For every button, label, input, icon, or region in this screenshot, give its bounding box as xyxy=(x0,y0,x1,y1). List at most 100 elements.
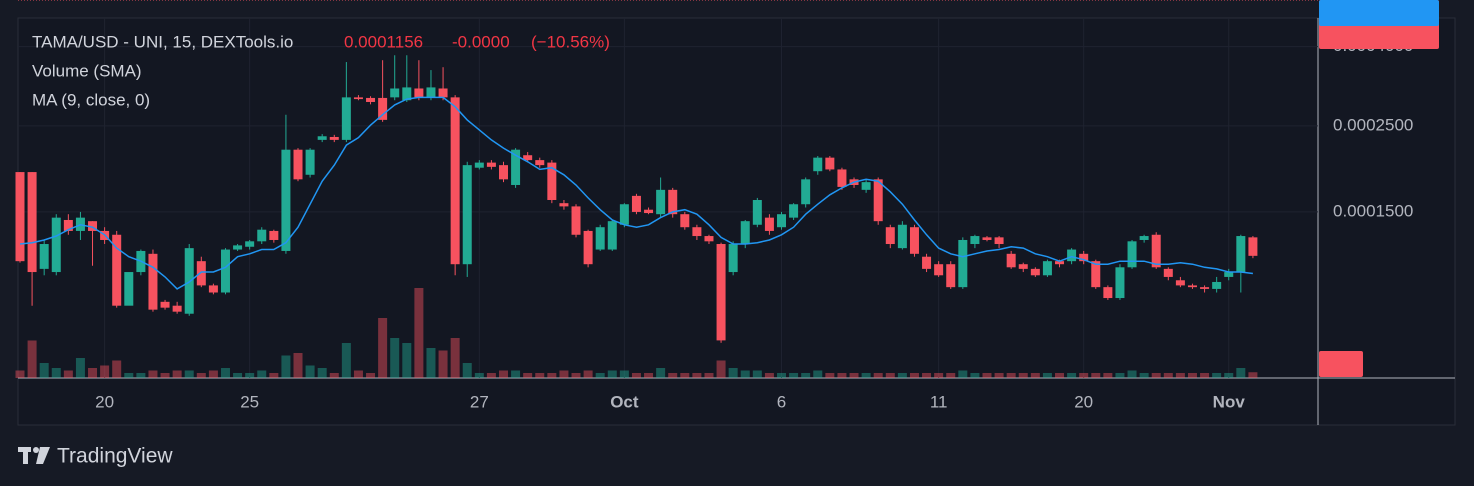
volume-bar xyxy=(220,368,230,378)
volume-bar xyxy=(196,373,206,378)
volume-bar xyxy=(1079,373,1089,378)
candle-body xyxy=(958,239,968,288)
candle-body xyxy=(27,172,37,273)
candle-body xyxy=(486,162,496,167)
candle-body xyxy=(1224,272,1234,277)
volume-bar xyxy=(1067,373,1077,378)
candle-body xyxy=(801,179,811,205)
volume-bar xyxy=(378,318,388,378)
candle-body xyxy=(233,245,243,250)
candle-body xyxy=(184,248,194,314)
labels: 0.00040000.00025000.0001500202527Oct6112… xyxy=(95,0,1439,411)
volume-bar xyxy=(909,373,919,378)
candle-body xyxy=(873,179,883,222)
volume-bar xyxy=(631,373,641,378)
volume-bar xyxy=(51,368,61,378)
volume-bar xyxy=(607,370,617,378)
volume-bar xyxy=(849,373,859,378)
candle-body xyxy=(474,162,484,168)
candle-body xyxy=(825,157,835,170)
volume-bar xyxy=(208,370,218,378)
candle-body xyxy=(220,249,230,293)
candle-body xyxy=(1079,253,1089,262)
volume-bar xyxy=(777,373,787,378)
volume-bar xyxy=(801,373,811,378)
volume-pane xyxy=(15,288,1258,378)
candle-body xyxy=(414,88,424,98)
candle-body xyxy=(317,136,327,140)
y-tick-label: 0.0001500 xyxy=(1333,201,1413,220)
candle-body xyxy=(293,149,303,180)
volume-bar xyxy=(644,373,654,378)
volume-bar xyxy=(63,370,73,378)
header-change-pct: (−10.56%) xyxy=(531,32,610,51)
x-tick-label: 20 xyxy=(95,392,114,411)
header-close: 0.0001156 xyxy=(344,32,423,51)
volume-bar xyxy=(148,370,158,378)
volume-bar xyxy=(414,288,424,378)
candle-body xyxy=(1055,261,1065,265)
candle-body xyxy=(511,149,521,185)
candle-body xyxy=(124,272,134,306)
candle-body xyxy=(571,206,581,235)
volume-bar xyxy=(1139,373,1149,378)
volume-bar xyxy=(728,368,738,378)
volume-bar xyxy=(1091,373,1101,378)
candle-body xyxy=(934,264,944,276)
candle-body xyxy=(1163,268,1173,277)
volume-bar xyxy=(498,370,508,378)
candle-body xyxy=(595,227,605,250)
volume-bar xyxy=(88,368,98,378)
volume-bar xyxy=(353,370,363,378)
candle-body xyxy=(112,234,122,306)
price-pane xyxy=(15,0,1318,343)
candle-body xyxy=(656,189,666,215)
volume-bar xyxy=(716,360,726,378)
candle-body xyxy=(1187,285,1197,288)
candle-body xyxy=(245,241,255,247)
volume-bar xyxy=(1042,373,1052,378)
volume-bar xyxy=(1163,373,1173,378)
candle-body xyxy=(813,157,823,172)
header-change: -0.0000 xyxy=(452,32,510,51)
candle-body xyxy=(764,217,774,231)
candle-body xyxy=(462,165,472,265)
volume-bar xyxy=(39,363,49,378)
volume-bar xyxy=(1175,373,1185,378)
candle-body xyxy=(619,204,629,225)
candle-body xyxy=(777,214,787,228)
candle-body xyxy=(63,219,73,231)
candle-body xyxy=(305,149,315,175)
candle-body xyxy=(366,97,376,102)
volume-bar xyxy=(535,373,545,378)
candle-body xyxy=(994,237,1004,245)
volume-bar xyxy=(583,370,593,378)
candle-body xyxy=(1030,268,1040,276)
volume-bar xyxy=(922,373,932,378)
candle-body xyxy=(196,261,206,286)
volume-bar xyxy=(474,373,484,378)
candle-body xyxy=(523,155,533,161)
brand: TradingView xyxy=(57,445,173,468)
candle-body xyxy=(88,221,98,231)
volume-bar xyxy=(1236,368,1246,378)
volume-bar xyxy=(112,360,122,378)
candle-body xyxy=(172,305,182,312)
candle-body xyxy=(257,229,267,242)
x-tick-label: Oct xyxy=(610,392,639,411)
volume-bar xyxy=(752,370,762,378)
candle-body xyxy=(1200,287,1210,289)
grid xyxy=(18,18,1318,378)
volume-bar xyxy=(75,358,85,378)
volume-bar xyxy=(619,370,629,378)
volume-bar xyxy=(873,373,883,378)
candle-body xyxy=(547,162,557,201)
y-tick-label: 0.0002500 xyxy=(1333,115,1413,134)
ma-line xyxy=(19,96,1253,290)
volume-bar xyxy=(885,373,895,378)
volume-bar xyxy=(462,363,472,378)
volume-bar xyxy=(704,373,714,378)
candle-body xyxy=(402,87,412,101)
ma-legend: MA (9, close, 0) xyxy=(32,90,150,109)
candle-body xyxy=(535,160,545,166)
